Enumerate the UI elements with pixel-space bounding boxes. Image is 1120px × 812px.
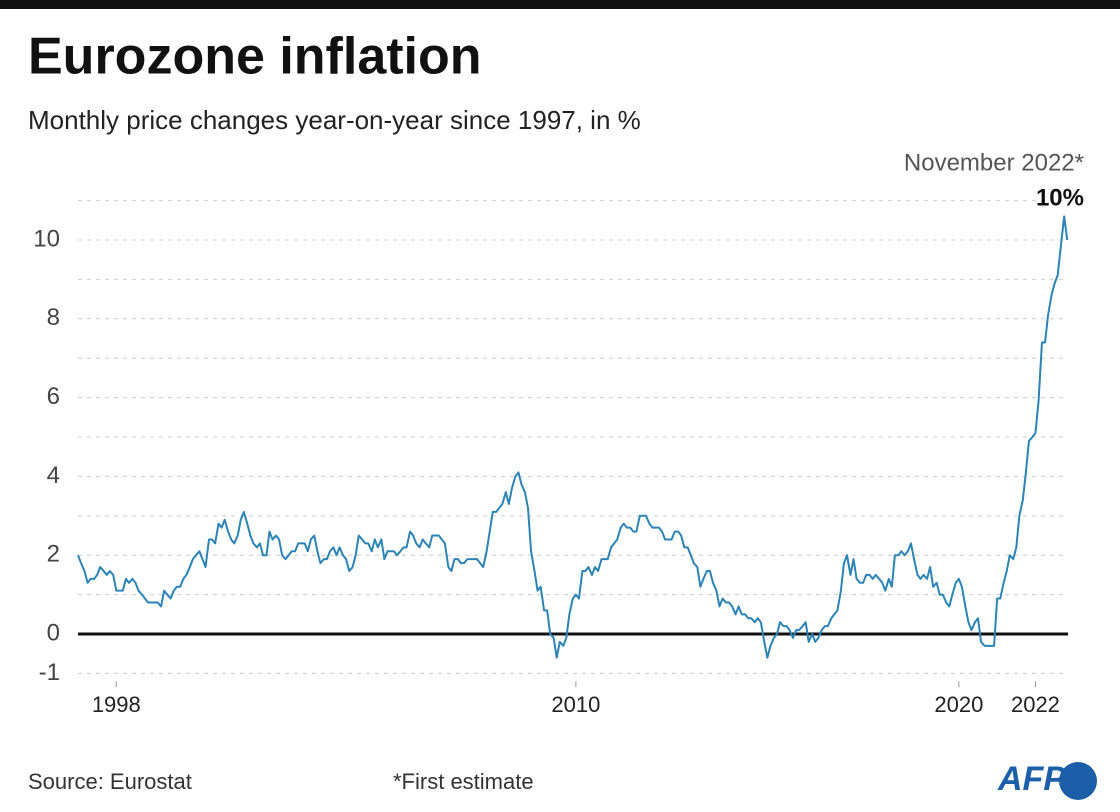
x-tick-label: 2022 [1011, 692, 1060, 717]
y-tick-label: -1 [39, 659, 60, 686]
annotation-value: 10% [1036, 184, 1084, 211]
chart-subtitle: Monthly price changes year-on-year since… [28, 105, 641, 135]
y-tick-label: 6 [47, 383, 60, 410]
x-tick-label: 2020 [934, 692, 983, 717]
y-tick-label: 8 [47, 304, 60, 331]
y-tick-label: 0 [47, 619, 60, 646]
top-bar [0, 0, 1120, 9]
x-tick-label: 2010 [551, 692, 600, 717]
x-tick-label: 1998 [92, 692, 141, 717]
annotation: November 2022* [904, 149, 1084, 176]
y-tick-label: 4 [47, 462, 60, 489]
data-line [77, 215, 1069, 659]
logo: AFP [997, 760, 1066, 798]
logo-dot [1059, 762, 1097, 800]
source: Source: Eurostat [28, 769, 192, 794]
note: *First estimate [393, 769, 534, 794]
y-tick-label: 2 [47, 541, 60, 568]
y-tick-label: 10 [33, 225, 60, 252]
chart-title: Eurozone inflation [28, 28, 482, 86]
